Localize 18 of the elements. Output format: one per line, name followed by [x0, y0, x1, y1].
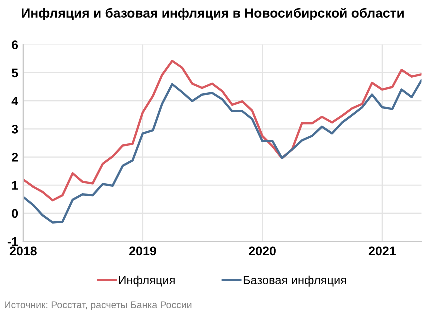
y-tick-label: 5	[12, 68, 18, 78]
x-tick-label: 2019	[130, 246, 156, 256]
y-tick-label: 6	[12, 40, 18, 50]
x-tick-label: 2018	[10, 246, 37, 256]
y-tick-label: 4	[12, 96, 18, 106]
y-tick-label: -1	[8, 238, 18, 246]
y-tick-label: 1	[12, 181, 18, 190]
y-tick-label: 0	[12, 209, 18, 218]
x-tick-label: 2021	[368, 246, 396, 256]
text: Источник: Росстат, расчеты Банка России	[5, 302, 192, 310]
line-series	[23, 79, 422, 224]
legend-label: Инфляция	[119, 276, 175, 287]
y-tick-label: 2	[12, 153, 18, 162]
y-tick-label: 3	[12, 124, 18, 134]
x-tick-label: 2020	[249, 246, 276, 256]
line-series	[23, 60, 422, 202]
legend-label: Базовая инфляция	[244, 276, 346, 287]
chart-title: Инфляция и базовая инфляция в Новосибирской области	[22, 8, 404, 21]
